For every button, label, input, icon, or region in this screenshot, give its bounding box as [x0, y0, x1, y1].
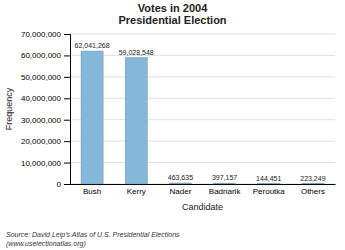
- tick-label: 50,000,000: [21, 73, 62, 82]
- tick: Bush: [83, 187, 101, 196]
- tick: Kerry: [127, 187, 146, 196]
- y-axis-title: Frequency: [4, 87, 14, 130]
- tick: 20,000,000: [21, 137, 70, 146]
- data-label: 463,635: [168, 174, 193, 181]
- tick-label: 20,000,000: [21, 137, 62, 146]
- bar: [214, 183, 236, 184]
- tick-label: Others: [301, 187, 325, 196]
- grid-line: [70, 162, 335, 163]
- tick: 10,000,000: [21, 159, 70, 168]
- grid: [70, 34, 335, 184]
- tick: 60,000,000: [21, 51, 70, 60]
- bars: [81, 51, 324, 184]
- tick-mark: [64, 34, 70, 35]
- tick-mark: [64, 98, 70, 99]
- tick-mark: [64, 163, 70, 164]
- tick-label: Kerry: [127, 187, 146, 196]
- tick-label: Badnarik: [209, 187, 242, 196]
- axis-line: [64, 35, 71, 185]
- y-axis: 0 10,000,000 20,000,000 30,000,000 40,000,00…: [21, 30, 71, 189]
- grid-line: [70, 119, 335, 120]
- tick-label: 0: [57, 180, 62, 189]
- bar: [302, 183, 324, 184]
- tick: Others: [301, 187, 325, 196]
- grid-line: [70, 141, 335, 142]
- grid-line: [70, 98, 335, 99]
- tick: 40,000,000: [21, 94, 70, 103]
- data-label: 397,157: [212, 174, 237, 181]
- axis-line: [71, 184, 336, 185]
- grid-line: [70, 76, 335, 77]
- bar: [81, 51, 103, 184]
- x-axis-title: Candidate: [182, 202, 223, 212]
- tick-mark: [64, 77, 70, 78]
- tick-mark: [64, 120, 70, 121]
- data-labels: 62,041,268 59,028,548 463,635 397,157 144,45…: [75, 42, 326, 182]
- data-label: 62,041,268: [75, 42, 110, 49]
- tick: 50,000,000: [21, 73, 70, 82]
- title: Votes in 2004Presidential Election: [118, 2, 226, 26]
- tick-label: 10,000,000: [21, 159, 62, 168]
- tick-label: 40,000,000: [21, 94, 62, 103]
- tick: 70,000,000: [21, 30, 70, 39]
- tick-label: Nader: [170, 187, 192, 196]
- tick-mark: [64, 184, 70, 185]
- bar: [258, 183, 280, 184]
- data-label: 223,249: [300, 175, 325, 182]
- plot: 62,041,268 59,028,548 463,635 397,157 144,45…: [21, 30, 336, 196]
- tick-label: 60,000,000: [21, 51, 62, 60]
- tick: 0: [57, 180, 70, 189]
- bar: [125, 58, 147, 184]
- tick-mark: [64, 55, 70, 56]
- tick: Badnarik: [209, 187, 242, 196]
- tick-mark: [64, 141, 70, 142]
- x-axis: Bush Kerry Nader Badnarik Peroutka Others: [71, 185, 336, 196]
- tick: Peroutka: [253, 187, 286, 196]
- tick-label: Peroutka: [253, 187, 286, 196]
- grid-line: [70, 55, 335, 56]
- tick-label: 30,000,000: [21, 116, 62, 125]
- tick-label: Bush: [83, 187, 101, 196]
- grid-line: [70, 34, 335, 35]
- tick-label: 70,000,000: [21, 30, 62, 39]
- bar: [169, 183, 191, 184]
- data-label: 59,028,548: [119, 49, 154, 56]
- annotation: Source: David Leip’s Atlas of U.S. Presi…: [6, 231, 180, 248]
- tick: 30,000,000: [21, 116, 70, 125]
- chart: Votes in 2004Presidential Election 62,041…: [0, 0, 345, 250]
- grid-line: [70, 184, 335, 185]
- tick: Nader: [170, 187, 192, 196]
- data-label: 144,451: [256, 175, 281, 182]
